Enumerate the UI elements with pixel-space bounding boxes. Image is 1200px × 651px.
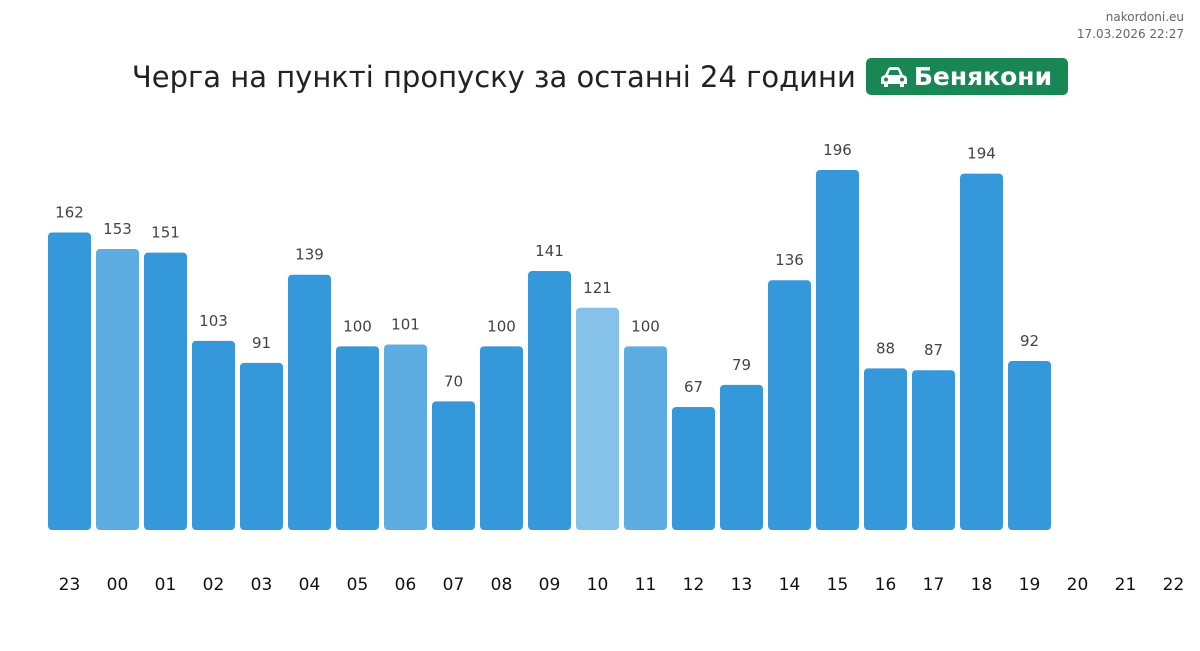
timestamp: 17.03.2026 22:27 [1076,27,1184,41]
value-label-18: 194 [967,145,996,163]
value-label-11: 100 [631,317,660,335]
bar-12 [672,406,715,530]
hour-label-16: 16 [875,575,897,595]
value-label-19: 92 [1020,332,1039,350]
bar-16 [864,368,907,530]
bar-04 [288,274,331,530]
value-label-03: 91 [252,334,271,352]
car-icon [880,66,907,87]
value-label-00: 153 [103,220,132,238]
hour-label-22: 22 [1163,575,1185,595]
hour-label-23: 23 [59,575,81,595]
hour-label-19: 19 [1019,575,1041,595]
hour-label-05: 05 [347,575,369,595]
value-label-14: 136 [775,251,804,269]
hour-label-09: 09 [539,575,561,595]
bar-03 [240,362,283,530]
hour-label-04: 04 [299,575,321,595]
checkpoint-name: Бенякони [913,62,1053,91]
hour-label-12: 12 [683,575,705,595]
value-label-10: 121 [583,279,612,297]
value-label-02: 103 [199,312,228,330]
bar-15 [816,170,859,530]
value-label-23: 162 [55,203,84,221]
hour-label-20: 20 [1067,575,1089,595]
hour-label-13: 13 [731,575,753,595]
hour-label-17: 17 [923,575,945,595]
checkpoint-badge: Бенякони [865,58,1069,95]
value-label-07: 70 [444,372,463,390]
bar-18 [960,173,1003,530]
bar-10 [576,307,619,530]
value-label-17: 87 [924,341,943,359]
hour-label-15: 15 [827,575,849,595]
value-label-16: 88 [876,339,895,357]
hour-label-02: 02 [203,575,225,595]
bar-23 [48,232,91,530]
hour-label-00: 00 [107,575,129,595]
value-label-06: 101 [391,315,420,333]
hour-label-03: 03 [251,575,273,595]
hour-label-06: 06 [395,575,417,595]
bar-14 [768,280,811,530]
value-label-13: 79 [732,356,751,374]
value-label-09: 141 [535,242,564,260]
bar-19 [1008,361,1051,530]
bar-13 [720,384,763,530]
bar-06 [384,344,427,530]
chart-title-row: Черга на пункті пропуску за останні 24 г… [0,58,1200,95]
value-label-08: 100 [487,317,516,335]
bar-05 [336,346,379,530]
hour-label-07: 07 [443,575,465,595]
hour-label-01: 01 [155,575,177,595]
site-name: nakordoni.eu [1105,10,1184,24]
hour-label-21: 21 [1115,575,1137,595]
value-label-04: 139 [295,246,324,264]
hour-label-14: 14 [779,575,801,595]
value-label-01: 151 [151,224,180,242]
source-info: nakordoni.eu 17.03.2026 22:27 [1077,9,1184,43]
bar-08 [480,346,523,530]
chart-title: Черга на пункті пропуску за останні 24 г… [131,59,856,94]
bar-09 [528,271,571,530]
hour-label-18: 18 [971,575,993,595]
hour-label-10: 10 [587,575,609,595]
bar-02 [192,340,235,530]
bar-17 [912,370,955,530]
value-label-15: 196 [823,141,852,159]
bar-07 [432,401,475,530]
value-label-12: 67 [684,378,703,396]
value-label-05: 100 [343,317,372,335]
bar-11 [624,346,667,530]
hour-label-08: 08 [491,575,513,595]
bar-01 [144,252,187,530]
hour-label-11: 11 [635,575,657,595]
bar-00 [96,248,139,530]
